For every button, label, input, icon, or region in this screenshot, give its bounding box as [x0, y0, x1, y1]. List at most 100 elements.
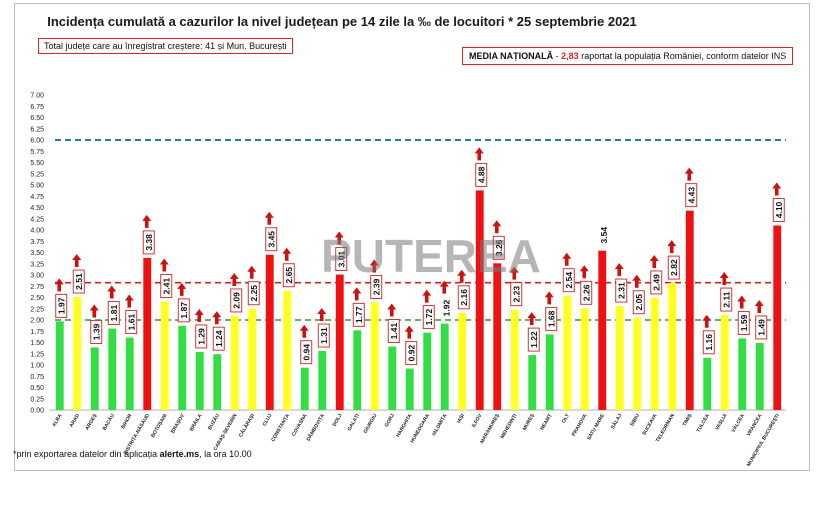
bar	[458, 312, 467, 410]
x-tick-label: SATU MARE	[586, 412, 606, 441]
value-label-box	[685, 183, 698, 208]
value-label-group: 1.39	[90, 320, 103, 344]
value-label: 1.41	[389, 323, 399, 340]
x-tick-label: MUNICIPIUL BUCUREȘTI	[746, 412, 781, 467]
y-tick-label: 6.25	[30, 126, 44, 133]
y-tick-label: 0.00	[30, 408, 44, 415]
x-tick-label: BRAȘOV	[170, 412, 186, 434]
increase-arrow-icon	[142, 214, 152, 228]
increase-arrow-icon	[702, 314, 712, 328]
bar	[370, 302, 379, 410]
y-tick-label: 4.25	[30, 216, 44, 223]
y-tick-label: 3.75	[30, 239, 44, 246]
value-label-group: 1.81	[107, 301, 120, 325]
x-tick-label: VASLUI	[714, 412, 728, 431]
value-label-box	[492, 235, 505, 260]
increase-arrow-icon	[387, 303, 397, 317]
value-label: 4.43	[686, 187, 696, 204]
x-tick-label: MEHEDINȚI	[500, 412, 519, 439]
value-label-group: 2.25	[247, 281, 260, 306]
national-average-text: raportat la populația României, conform …	[578, 51, 787, 61]
bar	[125, 337, 134, 410]
y-tick-label: 6.50	[30, 115, 44, 122]
bar	[265, 254, 274, 410]
value-label-box	[510, 282, 523, 307]
chart-title: Incidența cumulată a cazurilor la nivel …	[47, 14, 637, 29]
value-label: 3.26	[494, 239, 504, 256]
increase-arrow-icon	[72, 254, 82, 268]
increase-arrow-icon	[439, 280, 449, 294]
y-tick-label: 5.75	[30, 149, 44, 156]
bar	[283, 290, 292, 410]
value-label: 3.01	[336, 251, 346, 268]
value-label: 1.22	[529, 331, 539, 348]
value-label: 2.65	[284, 267, 294, 284]
value-label: 1.81	[109, 305, 119, 322]
value-label-group: 2.65	[282, 263, 295, 288]
value-label-box	[615, 278, 628, 303]
y-tick-label: 5.25	[30, 171, 44, 178]
bar	[598, 250, 607, 410]
increase-arrow-icon	[527, 312, 537, 326]
increase-arrow-icon	[649, 254, 659, 268]
value-label-box	[247, 281, 260, 306]
increase-arrow-icon	[299, 324, 309, 338]
value-label: 4.10	[774, 201, 784, 218]
bar	[773, 225, 782, 410]
value-label: 2.23	[511, 286, 521, 303]
bar	[563, 295, 572, 410]
value-label: 2.31	[616, 282, 626, 299]
y-tick-label: 5.50	[30, 160, 44, 167]
bar	[108, 328, 117, 410]
value-label-box	[160, 274, 173, 298]
increase-arrow-icon	[159, 258, 169, 272]
y-tick-label: 5.00	[30, 183, 44, 190]
value-label: 2.49	[651, 274, 661, 291]
value-label-group: 2.16	[457, 285, 470, 310]
value-label-box	[650, 270, 663, 295]
value-label-box	[457, 285, 470, 310]
value-label: 1.77	[354, 306, 364, 323]
value-label-box	[370, 275, 383, 299]
value-label-group: 3.38	[142, 230, 155, 255]
value-label: 2.16	[459, 289, 469, 306]
counties-increase-note: Total județe care au înregistrat creșter…	[38, 38, 293, 54]
value-label-group: 2.82	[667, 255, 680, 280]
bar	[143, 257, 152, 410]
value-label-box	[562, 268, 575, 293]
x-tick-label: IALOMIȚA	[431, 413, 448, 437]
increase-arrow-icon	[492, 220, 502, 234]
value-label: 1.92	[441, 300, 451, 317]
value-label: 2.41	[161, 278, 171, 295]
value-label-box	[667, 255, 680, 280]
value-label-box	[317, 323, 330, 348]
bar	[423, 332, 432, 410]
x-tick-label: BIHOR	[120, 413, 133, 430]
value-label-box	[195, 324, 208, 349]
increase-arrow-icon	[282, 247, 292, 261]
value-label-box	[90, 320, 103, 344]
bar	[650, 297, 659, 410]
bar	[493, 263, 502, 410]
value-label: 2.82	[669, 259, 679, 276]
x-tick-label: SUCEAVA	[641, 413, 658, 437]
y-tick-label: 3.50	[30, 250, 44, 257]
x-tick-label: GALAȚI	[346, 412, 361, 432]
y-tick-label: 4.75	[30, 194, 44, 201]
y-tick-label: 6.75	[30, 104, 44, 111]
value-label-group: 1.61	[125, 310, 138, 334]
y-tick-label: 3.25	[30, 261, 44, 268]
bar	[633, 317, 642, 410]
value-label-group: 1.97	[55, 293, 68, 318]
increase-arrow-icon	[352, 287, 362, 301]
y-tick-label: 1.75	[30, 329, 44, 336]
bar	[73, 297, 82, 410]
y-axis: 0.00 0.25 0.50 0.75 1.00 1.25 1.50 1.75 2.00 2.25…	[30, 93, 786, 415]
increase-arrow-icon	[562, 252, 572, 266]
national-average-separator: -	[553, 51, 562, 61]
x-tick-label: TULCEA	[696, 413, 712, 434]
value-label-box	[230, 288, 243, 313]
bar	[248, 308, 257, 410]
